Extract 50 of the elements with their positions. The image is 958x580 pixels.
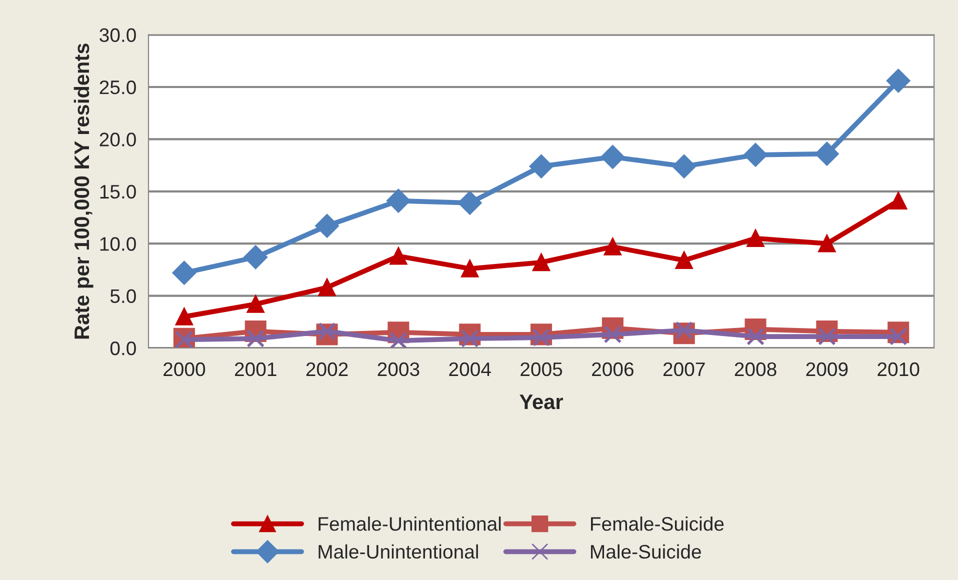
legend-label: Female-Suicide xyxy=(591,516,724,531)
legend-label: Female-Unintentional xyxy=(318,516,501,531)
point xyxy=(529,154,554,178)
point xyxy=(886,68,910,93)
point xyxy=(818,327,836,346)
point xyxy=(246,295,264,313)
y-tick-label: 0.0 xyxy=(110,341,136,356)
x-tick-label: 2002 xyxy=(306,362,348,376)
point xyxy=(889,327,908,346)
point xyxy=(390,247,408,265)
point xyxy=(815,142,839,166)
x-tick-label: 2006 xyxy=(592,362,634,376)
x-tick-label: 2001 xyxy=(234,362,276,376)
point xyxy=(176,308,193,326)
legend-label: Male-Suicide xyxy=(591,544,701,559)
point xyxy=(244,245,268,270)
point xyxy=(172,260,196,285)
point xyxy=(458,191,482,215)
point xyxy=(672,154,696,178)
point xyxy=(318,278,336,296)
x-tick-label: 2010 xyxy=(878,362,920,376)
point xyxy=(818,234,836,252)
y-tick-label: 10.0 xyxy=(100,237,136,251)
y-tick-label: 15.0 xyxy=(100,184,136,199)
x-tick-label: 2003 xyxy=(378,362,420,376)
y-axis-title: Rate per 100,000 KY residents xyxy=(74,44,94,339)
y-tick-label: 5.0 xyxy=(110,289,136,304)
legend-label: Male-Unintentional xyxy=(318,544,478,559)
point xyxy=(744,143,768,167)
x-tick-label: 2004 xyxy=(449,362,491,376)
point xyxy=(386,188,410,213)
point xyxy=(890,192,908,210)
point xyxy=(746,327,765,346)
y-tick-label: 20.0 xyxy=(100,132,136,146)
point xyxy=(746,230,764,248)
y-tick-label: 25.0 xyxy=(100,80,136,94)
x-axis-title: Year xyxy=(520,394,563,410)
x-tick-label: 2008 xyxy=(734,362,776,376)
point xyxy=(532,254,550,272)
point xyxy=(315,214,339,238)
x-tick-label: 2000 xyxy=(164,362,206,376)
x-tick-label: 2005 xyxy=(520,362,562,376)
point xyxy=(318,322,336,340)
y-tick-label: 30.0 xyxy=(100,28,136,42)
point xyxy=(600,145,625,169)
x-tick-label: 2007 xyxy=(663,362,705,376)
point xyxy=(604,238,622,256)
point xyxy=(675,252,693,269)
point xyxy=(461,260,479,278)
x-tick-label: 2009 xyxy=(806,362,848,376)
